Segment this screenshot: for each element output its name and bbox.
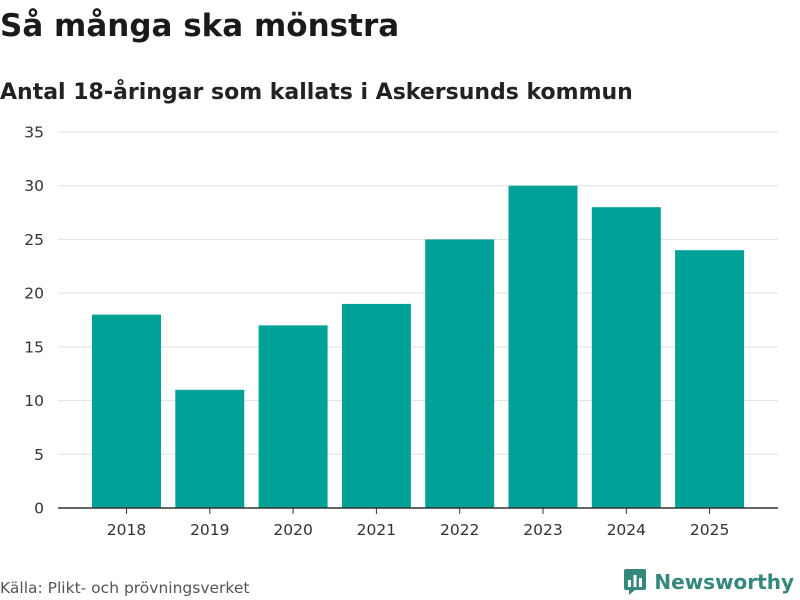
gridlines xyxy=(58,131,778,455)
bar-2021 xyxy=(341,303,411,508)
bar-2024 xyxy=(591,207,661,508)
y-tick-label: 30 xyxy=(24,177,44,195)
y-tick-label: 20 xyxy=(24,285,44,303)
y-tick-label: 0 xyxy=(34,500,44,518)
x-tick-label: 2022 xyxy=(440,521,479,539)
chart-subtitle: Antal 18-åringar som kallats i Askersund… xyxy=(0,80,633,105)
brand-logo: Newsworthy xyxy=(623,568,794,596)
x-tick-label: 2021 xyxy=(357,521,396,539)
y-tick-label: 25 xyxy=(24,231,44,249)
x-tick-label: 2020 xyxy=(273,521,312,539)
x-tick-label: 2019 xyxy=(190,521,229,539)
bar-2019 xyxy=(175,389,245,508)
bar-2025 xyxy=(675,250,745,508)
bar-2020 xyxy=(258,325,328,508)
x-tick-label: 2018 xyxy=(107,521,146,539)
x-axis-ticks: 2018 2019 2020 2021 2022 2023 2024 2025 xyxy=(107,508,729,539)
newsworthy-logo-icon xyxy=(624,569,647,595)
y-axis-ticks: 0 5 10 15 20 25 30 35 xyxy=(24,124,44,518)
bar-2018 xyxy=(92,314,161,508)
brand-name: Newsworthy xyxy=(654,570,794,594)
y-tick-label: 10 xyxy=(24,392,44,410)
y-tick-label: 5 xyxy=(34,446,44,464)
y-tick-label: 15 xyxy=(24,338,44,356)
bar-2023 xyxy=(508,185,578,508)
bars xyxy=(92,185,745,508)
y-tick-label: 35 xyxy=(24,124,44,142)
x-tick-label: 2025 xyxy=(690,521,729,539)
chart-title: Så många ska mönstra xyxy=(0,8,400,44)
x-tick-label: 2023 xyxy=(523,521,562,539)
source-note: Källa: Plikt- och prövningsverket xyxy=(0,579,250,597)
x-tick-label: 2024 xyxy=(607,521,646,539)
bar-2022 xyxy=(425,239,495,508)
